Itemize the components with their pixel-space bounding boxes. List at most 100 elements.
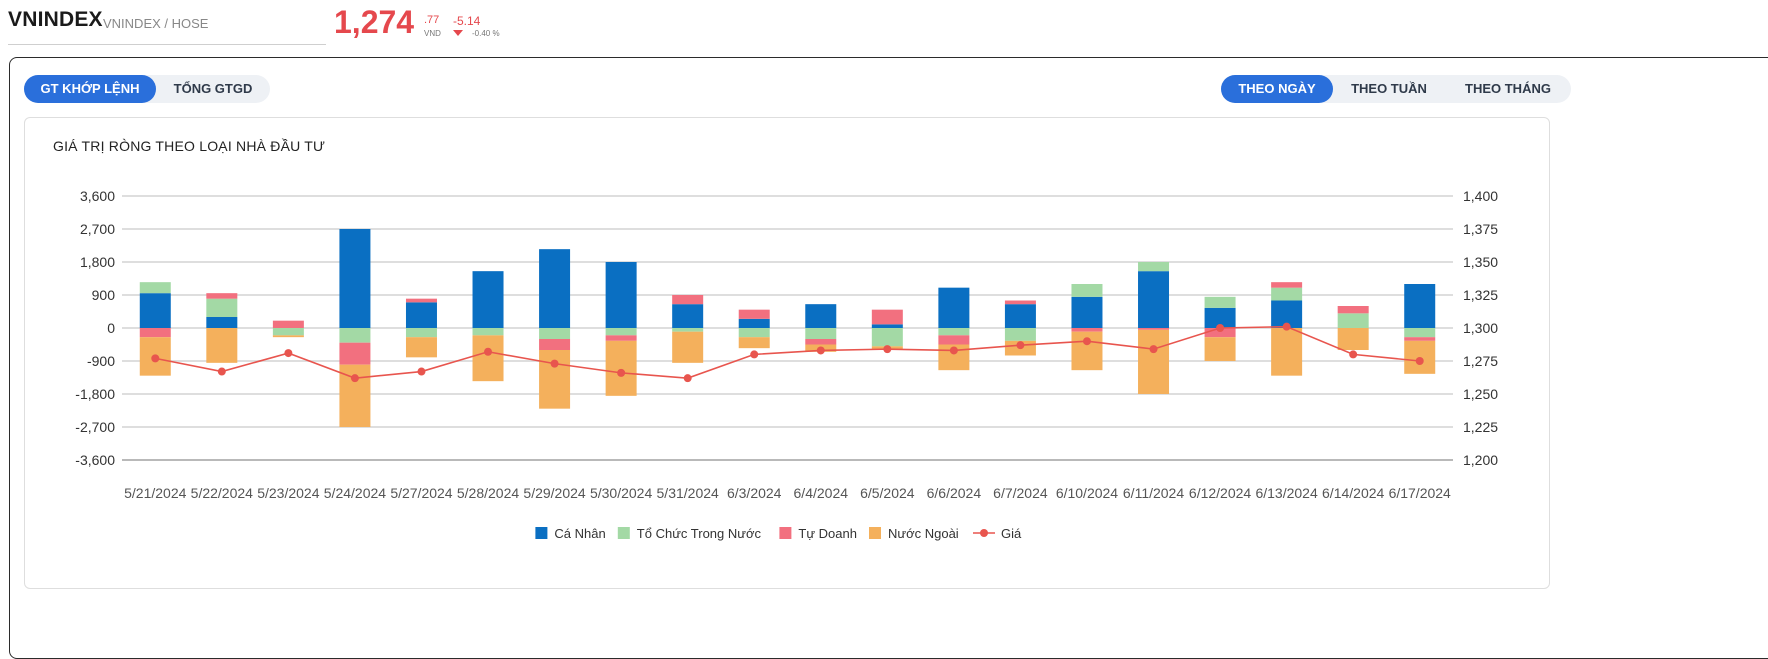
- price-line-path: [155, 325, 1420, 379]
- x-tick-label: 5/28/2024: [457, 485, 519, 501]
- x-tick-label: 5/22/2024: [191, 485, 253, 501]
- bar-segment: [605, 328, 637, 336]
- legend-item: Nước Ngoài: [869, 526, 959, 541]
- bar-segment: [1404, 337, 1436, 341]
- legend-swatch: [869, 527, 881, 539]
- x-tick-label: 5/30/2024: [590, 485, 652, 501]
- bar-segment: [1138, 328, 1170, 330]
- price-point: [949, 346, 958, 355]
- bar-segment: [738, 337, 770, 349]
- bar-segment: [405, 302, 437, 328]
- price-point: [1282, 322, 1291, 331]
- legend-item: Giá: [973, 526, 1022, 541]
- bar-segment: [539, 249, 571, 328]
- bar-segment: [605, 262, 637, 328]
- tab-gt-khop-lenh[interactable]: GT KHỚP LỆNH: [24, 75, 156, 103]
- tab-theo-ngay[interactable]: THEO NGÀY: [1221, 75, 1333, 103]
- right-tick-label: 1,300: [1463, 320, 1498, 336]
- chart-title: GIÁ TRỊ RÒNG THEO LOẠI NHÀ ĐẦU TƯ: [53, 138, 326, 154]
- price-change: -5.14: [453, 14, 481, 28]
- bar-segment: [139, 328, 171, 338]
- legend-label: Tự Doanh: [798, 526, 857, 541]
- legend-swatch: [535, 527, 548, 539]
- legend-label: Nước Ngoài: [888, 526, 959, 541]
- bar-segment: [472, 335, 504, 382]
- x-tick-label: 5/31/2024: [657, 485, 719, 501]
- bar-segment: [1337, 328, 1369, 350]
- bar-segment: [805, 328, 837, 339]
- price-point: [816, 346, 825, 355]
- legend: Cá Nhân Tổ Chức Trong Nước Tự Doanh Nước Ng…: [535, 526, 1022, 541]
- price-point: [151, 354, 160, 363]
- bar-segment: [339, 342, 371, 365]
- bar-segment: [206, 293, 238, 299]
- legend-item: Cá Nhân: [535, 526, 606, 541]
- x-axis: 5/21/2024 5/22/2024 5/23/2024 5/24/2024 5/27…: [124, 485, 1451, 501]
- net-value-chart: 3,600 2,700 1,800 900 0 -900 -1,800 -2,700 -3,60…: [75, 188, 1498, 541]
- left-tick-label: -3,600: [75, 452, 115, 468]
- tab-theo-tuan[interactable]: THEO TUẦN: [1351, 81, 1427, 96]
- value-type-toggle: GT KHỚP LỆNH TỔNG GTGD: [24, 75, 270, 103]
- bar-segment: [206, 317, 238, 328]
- bar-segment: [539, 350, 571, 409]
- bar-segment: [272, 328, 304, 336]
- bar-segment: [738, 309, 770, 319]
- price-point: [1016, 341, 1025, 350]
- x-tick-label: 5/27/2024: [390, 485, 452, 501]
- ticker-exchange: VNINDEX / HOSE: [103, 16, 209, 31]
- bar-segment: [1138, 271, 1170, 328]
- legend-label: Giá: [1001, 526, 1022, 541]
- x-tick-label: 6/6/2024: [927, 485, 982, 501]
- tab-tong-gtgd[interactable]: TỔNG GTGD: [173, 81, 253, 96]
- bar-segment: [871, 309, 903, 325]
- bar-segment: [605, 335, 637, 341]
- x-tick-label: 6/10/2024: [1056, 485, 1118, 501]
- price-line: [151, 322, 1424, 383]
- price-point: [750, 350, 759, 359]
- bar-segment: [1404, 328, 1436, 338]
- bar-segment: [272, 320, 304, 328]
- bar-segment: [539, 339, 571, 350]
- x-tick-label: 6/11/2024: [1123, 485, 1184, 501]
- ticker-box: VNINDEX VNINDEX / HOSE: [8, 6, 326, 45]
- currency-label: VND: [424, 29, 441, 38]
- price-point: [417, 367, 426, 376]
- x-tick-label: 5/23/2024: [257, 485, 319, 501]
- right-tick-label: 1,325: [1463, 287, 1498, 303]
- bar-segment: [405, 337, 437, 358]
- bar-segment: [1204, 296, 1236, 308]
- right-axis: 1,400 1,375 1,350 1,325 1,300 1,275 1,250 1,225…: [1463, 188, 1498, 468]
- bar-segment: [738, 318, 770, 328]
- bar-segment: [1404, 284, 1436, 328]
- bar-segment: [1004, 328, 1036, 341]
- price-point: [1082, 337, 1091, 346]
- left-tick-label: -900: [87, 353, 115, 369]
- legend-point-swatch: [980, 529, 988, 537]
- price-point: [217, 367, 226, 376]
- bar-segment: [938, 328, 970, 336]
- bar-segment: [405, 328, 437, 338]
- ticker-symbol: VNINDEX: [8, 8, 103, 31]
- x-tick-label: 6/12/2024: [1189, 485, 1251, 501]
- bar-segment: [938, 335, 970, 345]
- x-tick-label: 6/5/2024: [860, 485, 915, 501]
- bar-segment: [938, 287, 970, 328]
- x-tick-label: 6/4/2024: [794, 485, 849, 501]
- bar-segment: [871, 328, 903, 347]
- left-tick-label: 1,800: [80, 254, 115, 270]
- tab-theo-thang[interactable]: THEO THÁNG: [1465, 81, 1551, 96]
- period-toggle: THEO NGÀY THEO TUẦN THEO THÁNG: [1221, 75, 1571, 103]
- bar-segment: [605, 340, 637, 396]
- bar-segment: [805, 304, 837, 328]
- x-tick-label: 6/3/2024: [727, 485, 782, 501]
- bar-segment: [1337, 306, 1369, 314]
- bar-segment: [405, 298, 437, 303]
- price-point: [550, 359, 559, 368]
- bar-segment: [1271, 328, 1303, 376]
- price-change-percent: -0.40 %: [472, 29, 500, 38]
- left-tick-label: -2,700: [75, 419, 115, 435]
- right-tick-label: 1,350: [1463, 254, 1498, 270]
- right-tick-label: 1,225: [1463, 419, 1498, 435]
- price-point: [350, 374, 359, 383]
- x-tick-label: 6/14/2024: [1322, 485, 1384, 501]
